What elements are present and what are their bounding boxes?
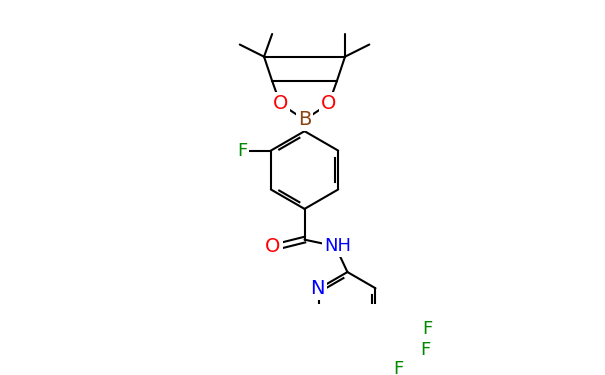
Text: O: O (321, 94, 336, 113)
Text: F: F (393, 360, 404, 375)
Text: F: F (237, 142, 247, 160)
Text: B: B (298, 110, 311, 129)
Text: O: O (272, 94, 288, 113)
Text: NH: NH (324, 237, 352, 255)
Text: O: O (265, 237, 281, 256)
Text: F: F (420, 341, 430, 359)
Text: F: F (422, 320, 433, 338)
Text: N: N (310, 279, 325, 298)
